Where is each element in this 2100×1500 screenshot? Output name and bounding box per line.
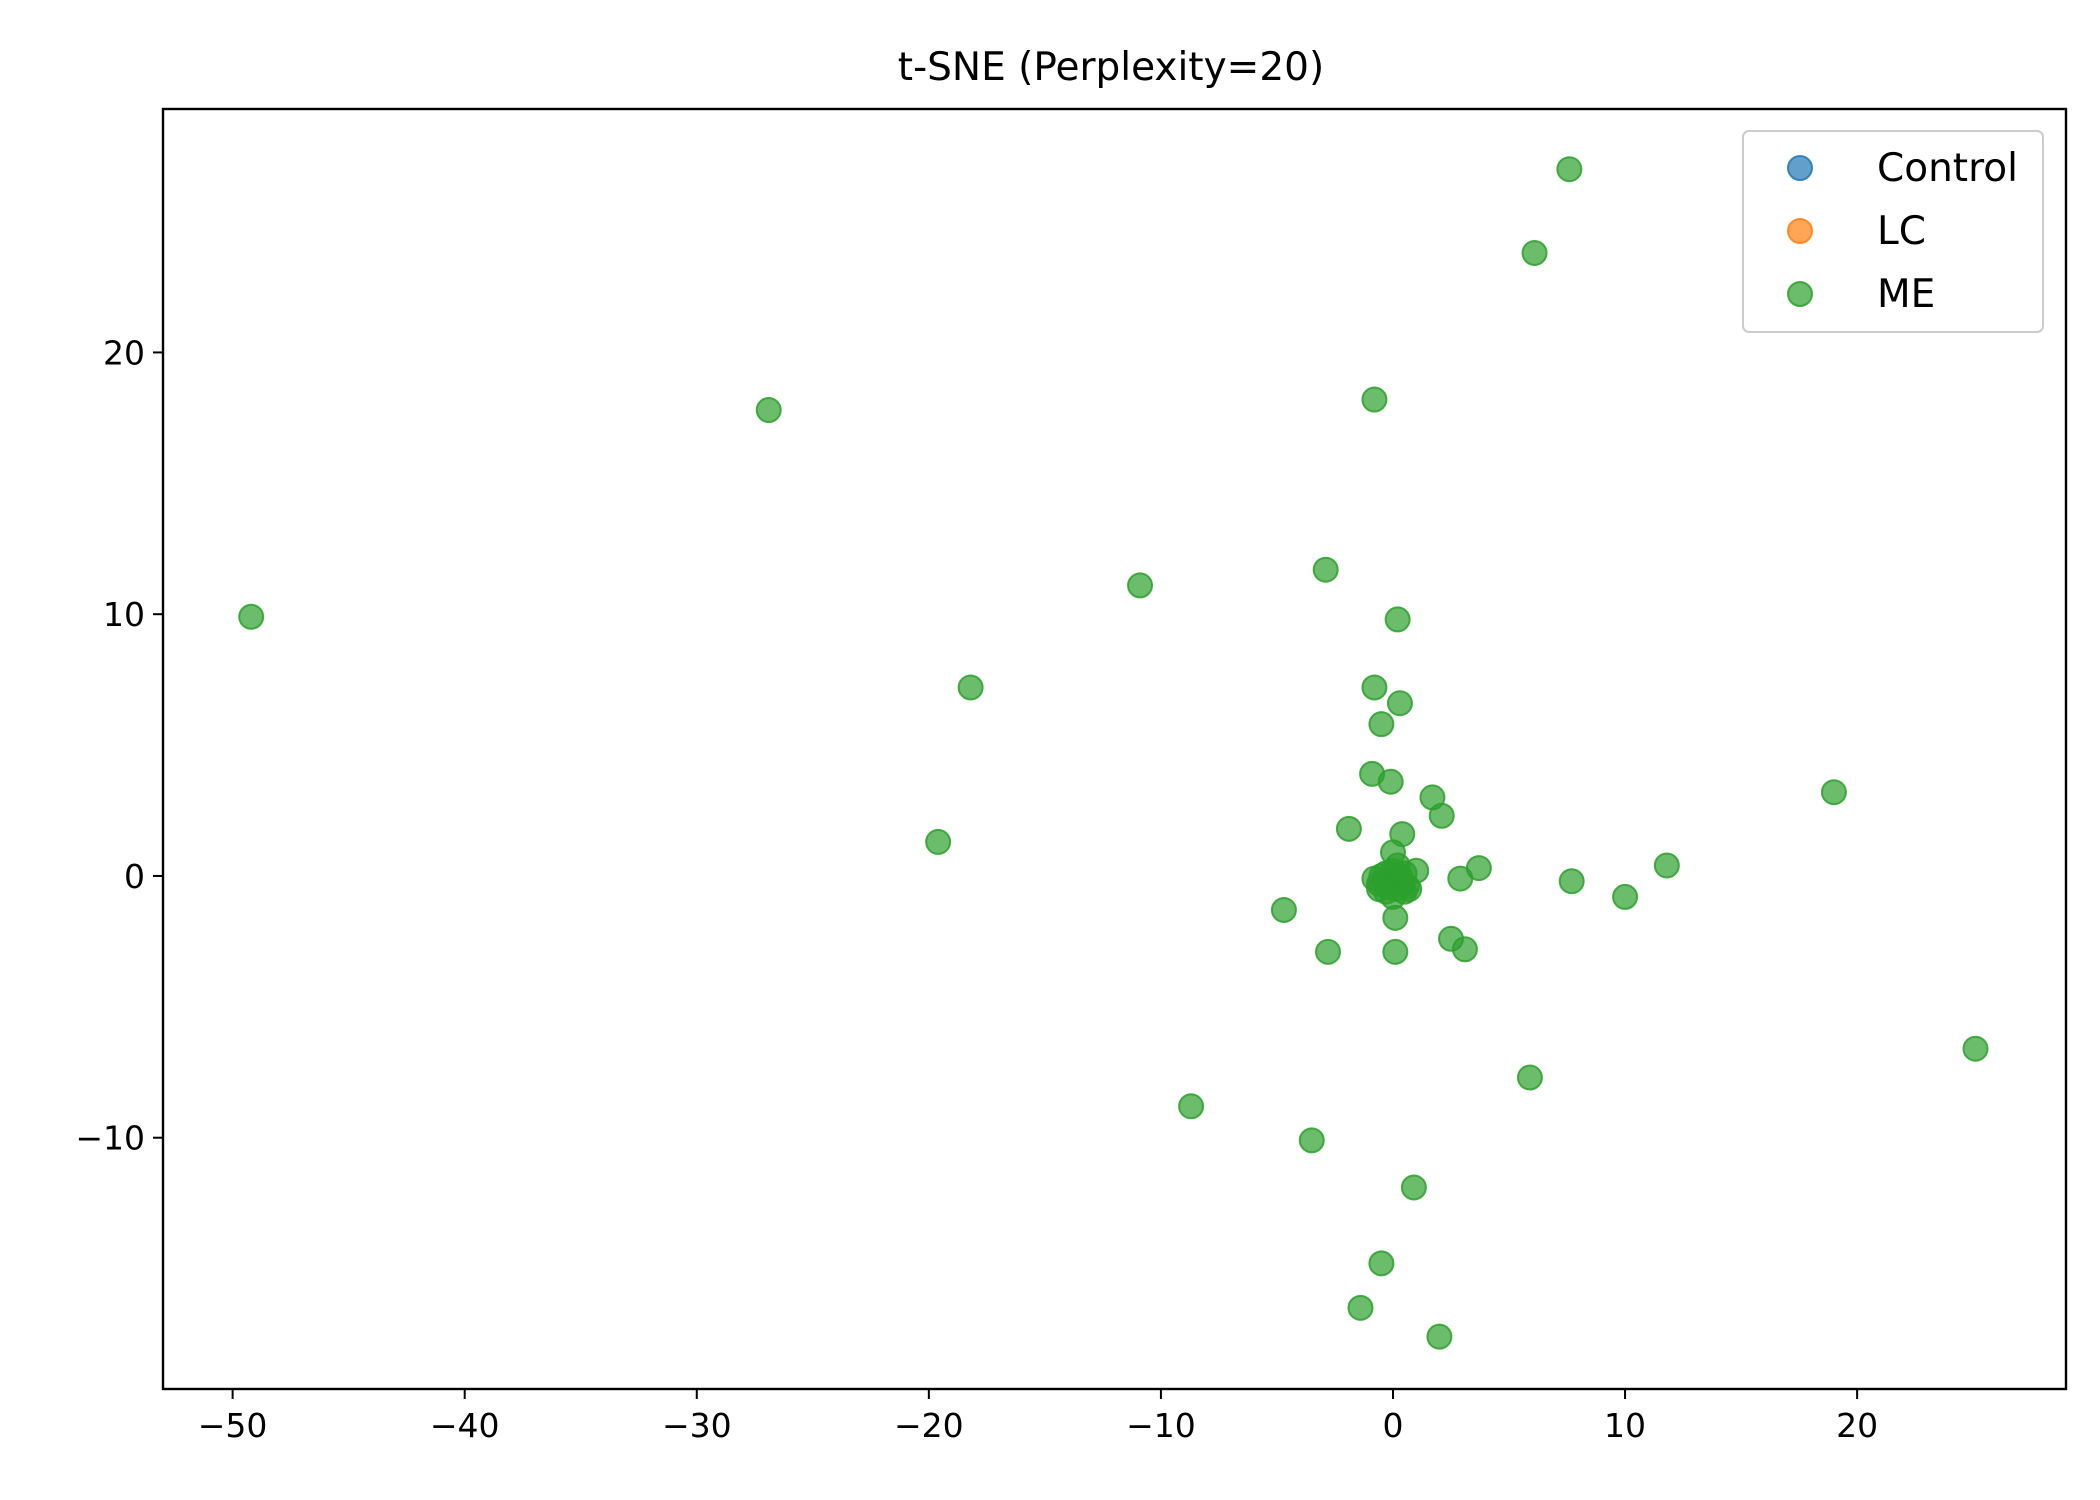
data-point-me [1451,936,1478,963]
legend-label-control: Control [1877,146,2018,191]
data-point-me [1653,852,1680,879]
chart-title: t-SNE (Perplexity=20) [898,45,1324,90]
y-tick-label: 20 [103,333,145,372]
x-tick-label: 20 [1836,1406,1878,1445]
data-point-me [1426,1323,1453,1350]
data-point-me [1347,1294,1374,1321]
data-point-me [755,397,782,424]
data-point-me [925,828,952,855]
data-point-me [1389,821,1416,848]
data-point-me [1368,1250,1395,1277]
legend-items: Control LC ME [1787,146,2018,317]
x-tick-label: −50 [198,1406,268,1445]
legend: Control LC ME [1742,130,2044,333]
legend-marker-control [1787,155,1813,181]
data-point-me [957,674,984,701]
data-point-me [1391,860,1418,887]
legend-marker-lc [1787,218,1813,244]
data-point-me [1521,239,1548,266]
axes-frame [161,107,2068,1391]
data-point-me [1428,802,1455,829]
x-tick-label: −30 [662,1406,732,1445]
legend-marker-me [1787,281,1813,307]
x-tick-label: −20 [894,1406,964,1445]
data-point-me [1270,896,1297,923]
y-tick-label: 10 [103,595,145,634]
data-point-me [1556,156,1583,183]
x-tick-label: −40 [430,1406,500,1445]
data-point-me [1298,1127,1325,1154]
data-point-me [1377,768,1404,795]
y-tick-label: −10 [75,1119,145,1158]
data-point-me [1465,855,1492,882]
data-point-me [1361,386,1388,413]
data-point-me [1558,868,1585,895]
data-point-me [1312,556,1339,583]
x-tick-label: 0 [1382,1406,1403,1445]
data-point-me [238,603,265,630]
data-point-me [1384,606,1411,633]
legend-label-lc: LC [1877,209,1926,254]
data-point-me [1127,572,1154,599]
data-point-me [1962,1035,1989,1062]
data-point-me [1361,674,1388,701]
data-point-me [1335,815,1362,842]
x-tick-label: 10 [1604,1406,1646,1445]
data-point-me [1315,938,1342,965]
y-axis: −10 0 10 20 [75,333,163,1158]
y-tick-label: 0 [124,857,145,896]
x-tick-label: −10 [1126,1406,1196,1445]
legend-label-me: ME [1877,272,1935,317]
data-point-me [1820,779,1847,806]
data-point-me [1366,876,1393,903]
data-point-me [1386,690,1413,717]
data-point-me [1382,938,1409,965]
plot-area [161,107,2068,1391]
data-point-me [1612,883,1639,910]
data-point-me [1400,1174,1427,1201]
data-point-me [1178,1093,1205,1120]
data-point-me [1368,711,1395,738]
data-point-me [1516,1064,1543,1091]
legend-box [1742,130,2044,333]
x-axis: −50 −40 −30 −20 −10 0 10 20 [198,1389,1878,1445]
points-layer [238,156,1989,1350]
